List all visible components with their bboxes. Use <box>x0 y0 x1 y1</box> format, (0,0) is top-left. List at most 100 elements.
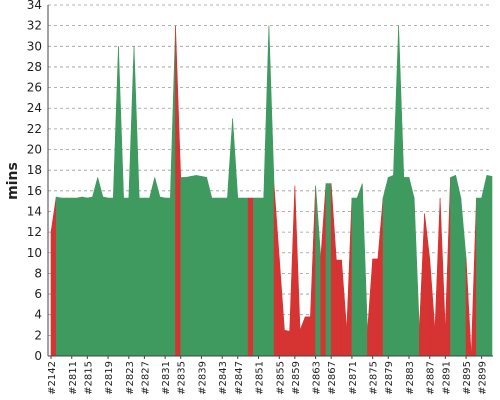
area-segment <box>247 197 254 357</box>
area-segment <box>149 177 156 357</box>
area-segment <box>112 46 119 357</box>
y-tick-label: 34 <box>27 0 42 12</box>
x-tick-label: #2142 <box>47 361 58 395</box>
area-segment <box>190 174 197 357</box>
y-tick-label: 20 <box>27 143 42 157</box>
area-segment <box>133 46 140 357</box>
area-segment <box>154 177 161 357</box>
area-segment <box>382 177 389 357</box>
area-segment <box>361 183 368 357</box>
area-segment <box>170 25 176 357</box>
area-segment <box>87 196 93 357</box>
x-tick-label: #2863 <box>312 361 323 395</box>
area-segment <box>299 316 306 357</box>
x-tick-label: #2835 <box>177 361 188 395</box>
area-segment <box>138 197 145 357</box>
area-segment <box>486 174 493 357</box>
x-tick-label: #2875 <box>369 361 380 395</box>
area-segment <box>71 197 78 357</box>
x-tick-label: #2899 <box>478 361 489 395</box>
x-tick-label: #2855 <box>275 361 286 395</box>
area-segment <box>356 183 363 357</box>
area-segment <box>211 197 218 357</box>
x-tick-label: #2859 <box>291 361 302 395</box>
area-segment <box>424 213 431 357</box>
y-tick-label: 28 <box>27 60 42 74</box>
area-segment <box>180 177 187 357</box>
x-tick-labels: #2142 #2811 #2815 #2819 #2823 #2827 #2831 #2835… <box>47 356 489 395</box>
area-segment <box>278 257 285 357</box>
area-segment <box>377 198 384 357</box>
y-tick-label: 6 <box>34 287 42 301</box>
x-tick-label: #2819 <box>104 361 115 395</box>
area-segment <box>175 25 182 357</box>
x-tick-label: #2887 <box>426 361 437 395</box>
area-segment <box>408 177 415 357</box>
area-segment <box>50 196 57 357</box>
y-tick-label: 32 <box>27 19 42 33</box>
y-tick-label: 22 <box>27 122 42 136</box>
x-tick-label: #2815 <box>83 361 94 395</box>
x-tick-label: #2871 <box>348 361 359 395</box>
x-tick-label: #2883 <box>405 361 416 395</box>
area-segment <box>284 329 290 357</box>
area-segment <box>232 118 239 357</box>
area-segment <box>76 196 83 357</box>
area-segment <box>258 197 265 357</box>
y-tick-label: 10 <box>27 246 42 260</box>
x-tick-label: #2847 <box>234 361 245 395</box>
area-segment <box>434 198 441 357</box>
area-segment <box>398 25 405 357</box>
area-segment <box>201 176 207 357</box>
area-segment <box>336 259 342 357</box>
x-tick-label: #2823 <box>125 361 136 395</box>
area-segment <box>253 197 259 357</box>
y-tick-label: 8 <box>34 266 42 280</box>
x-tick-label: #2811 <box>68 361 79 395</box>
x-tick-label: #2879 <box>384 361 395 395</box>
area-segment <box>263 25 270 357</box>
area-segment <box>195 174 202 357</box>
area-segment <box>66 197 73 357</box>
x-tick-label: #2891 <box>441 361 452 395</box>
area-segment <box>403 177 410 357</box>
area-segment <box>206 177 213 357</box>
area-segment <box>476 197 482 357</box>
y-tick-label: 16 <box>27 184 42 198</box>
area-segment <box>450 174 456 357</box>
area-segment <box>237 197 244 357</box>
area-segment <box>128 46 135 357</box>
area-segment <box>419 213 425 357</box>
area-segment <box>118 46 124 357</box>
area-segment <box>227 118 233 357</box>
y-tick-label: 2 <box>34 328 42 342</box>
area-segment <box>81 196 88 357</box>
area-segment <box>123 197 130 357</box>
y-tick-label: 30 <box>27 39 42 53</box>
area-segment <box>216 197 223 357</box>
area-segment <box>325 183 332 357</box>
y-axis-title: mins <box>5 162 21 200</box>
x-tick-label: #2867 <box>327 361 338 395</box>
area-segment <box>372 258 379 357</box>
area-segment <box>304 316 311 357</box>
x-tick-label: #2831 <box>161 361 172 395</box>
area-segment <box>445 177 451 357</box>
y-tick-label: 18 <box>27 163 42 177</box>
axes <box>47 5 493 357</box>
area-segment <box>387 174 394 357</box>
x-tick-label: #2843 <box>218 361 229 395</box>
area-segment <box>164 197 171 357</box>
x-tick-label: #2851 <box>255 361 266 395</box>
area-segment <box>107 197 114 357</box>
area-segment <box>159 196 166 357</box>
y-tick-label: 14 <box>27 204 42 218</box>
area-segment <box>351 197 358 357</box>
area-segment <box>97 177 104 357</box>
x-tick-label: #2827 <box>140 361 151 395</box>
area-segment <box>460 198 467 357</box>
area-segment <box>481 175 488 357</box>
area-segment <box>320 183 327 357</box>
